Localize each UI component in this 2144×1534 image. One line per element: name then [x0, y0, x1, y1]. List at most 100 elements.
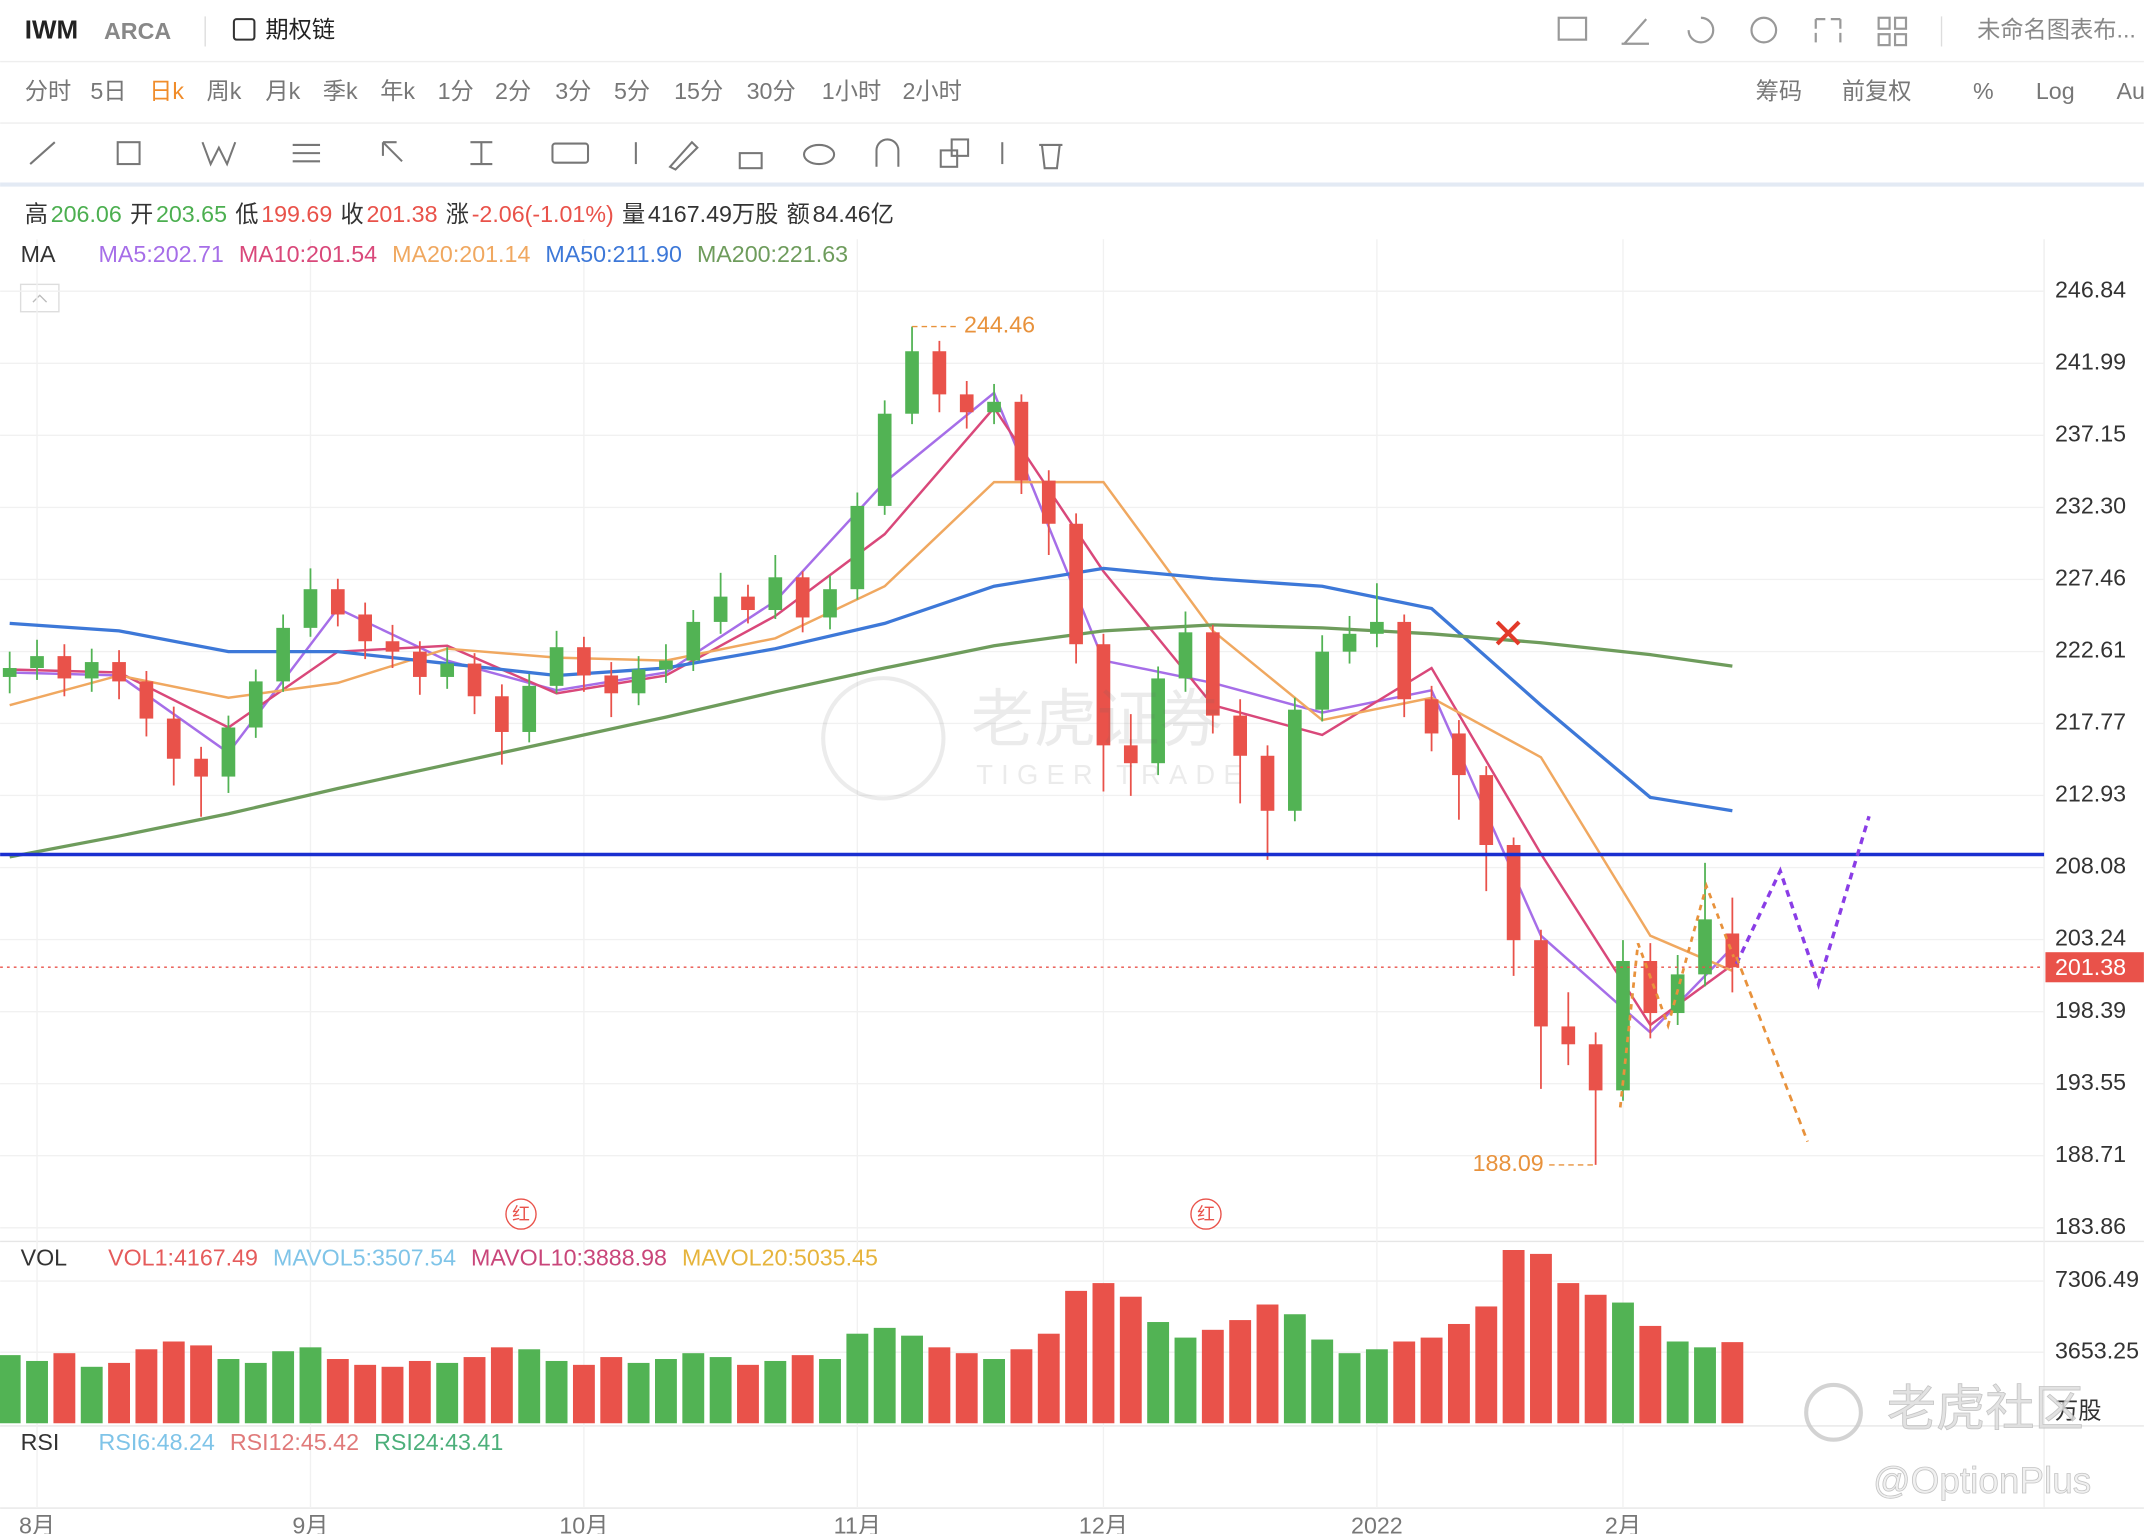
candle-body [30, 656, 44, 669]
chart-option[interactable]: % [1973, 78, 1994, 104]
candle-body [1588, 1044, 1603, 1091]
tool[interactable] [939, 149, 959, 168]
chart-option[interactable]: 筹码 [1756, 78, 1802, 104]
tool[interactable] [668, 140, 699, 171]
candle-body [2, 668, 17, 677]
timeframe[interactable]: 季k [323, 78, 358, 104]
indicator-label[interactable]: RSI [21, 1429, 60, 1455]
candle-body [385, 641, 400, 652]
indicator-label[interactable]: MA [21, 241, 56, 267]
y-tick-label: 188.71 [2055, 1141, 2126, 1167]
legend-entry: MAVOL20:5035.45 [682, 1244, 878, 1270]
tool[interactable] [875, 138, 900, 167]
volume-bar [272, 1351, 295, 1424]
timeframe[interactable]: 周k [207, 78, 242, 104]
timeframe[interactable]: 3分 [555, 78, 591, 104]
indicator-label[interactable]: VOL [21, 1244, 68, 1270]
y-tick-label: 3653.25 [2055, 1337, 2139, 1363]
x-tick-label: 12月 [1079, 1512, 1128, 1534]
option-chain[interactable]: 期权链 [265, 17, 335, 43]
timeframe[interactable]: 2小时 [902, 78, 961, 104]
timeframes: 分时 5日 日k 周k 月k 季k 年k 1分 2分 3分 5分 15分 30分 1小时 2小时 [25, 78, 962, 104]
tool[interactable] [201, 141, 237, 167]
timeframe[interactable]: 2分 [495, 78, 531, 104]
candle-body [932, 351, 947, 395]
candle-body [303, 589, 318, 628]
volume-bar [846, 1333, 869, 1424]
tool[interactable] [803, 143, 836, 166]
timeframe[interactable]: 1小时 [822, 78, 881, 104]
icon[interactable] [1877, 33, 1891, 47]
volume-bar [354, 1364, 377, 1424]
volume-bar [1065, 1290, 1088, 1424]
icon[interactable] [1877, 16, 1891, 30]
volume-bar [655, 1359, 677, 1424]
collapse-button[interactable] [19, 283, 60, 313]
y-tick-label: 7306.49 [2055, 1266, 2139, 1292]
tool[interactable] [292, 143, 321, 163]
event-marker-label[interactable]: 红 [1197, 1204, 1215, 1224]
icon[interactable] [1750, 16, 1778, 44]
candle-body [57, 656, 72, 679]
volume-bar [1256, 1304, 1279, 1424]
quote-label: 额 [787, 201, 810, 227]
icon[interactable] [1893, 16, 1908, 30]
timeframe[interactable]: 15分 [674, 78, 723, 104]
candle-body [1315, 651, 1330, 710]
candle-body [276, 627, 290, 682]
volume-bar [709, 1357, 732, 1424]
layout-name[interactable]: 未命名图表布... [1977, 17, 2136, 43]
option-icon[interactable] [232, 18, 256, 41]
ma-line [9, 405, 1734, 1027]
tool[interactable] [950, 138, 970, 157]
volume-bar [162, 1341, 185, 1424]
timeframe[interactable]: 日k [149, 78, 184, 104]
icon[interactable] [1893, 33, 1908, 47]
legend-entry: MA5:202.71 [99, 241, 224, 267]
volume-bar [1283, 1314, 1306, 1424]
volume-bar [1365, 1349, 1388, 1424]
volume-bar [1338, 1353, 1361, 1424]
tool[interactable] [29, 141, 56, 165]
ma-line [9, 480, 1733, 972]
y-tick-label: 222.61 [2055, 637, 2126, 663]
volume-bar [572, 1364, 595, 1424]
tool[interactable] [116, 141, 141, 166]
tool[interactable] [1039, 143, 1063, 170]
volume-bar [1530, 1253, 1552, 1424]
timeframe[interactable]: 月k [265, 78, 300, 104]
icon[interactable] [1814, 18, 1842, 43]
timeframe[interactable]: 30分 [747, 78, 796, 104]
tool[interactable] [551, 142, 590, 164]
timeframe[interactable]: 年k [380, 78, 415, 104]
icon[interactable] [1687, 16, 1715, 44]
tool[interactable] [738, 152, 763, 170]
volume-bar [764, 1360, 787, 1424]
event-marker-label[interactable]: 红 [512, 1204, 530, 1224]
tool[interactable] [470, 141, 493, 166]
candle-body [1288, 709, 1302, 811]
tool[interactable] [381, 141, 403, 163]
timeframe[interactable]: 5日 [90, 78, 126, 104]
chart-option[interactable]: 前复权 [1842, 78, 1912, 104]
timeframe[interactable]: 1分 [438, 78, 474, 104]
quote-label: 量 [622, 201, 645, 227]
candle-body [1534, 940, 1548, 1027]
candle-body [577, 647, 591, 676]
x-tick-label: 10月 [559, 1512, 608, 1534]
volume-bar [381, 1366, 404, 1424]
event-marker[interactable] [505, 1198, 537, 1230]
event-marker[interactable] [1190, 1198, 1222, 1230]
chart-option[interactable]: Au [2117, 78, 2144, 104]
candle-body [549, 647, 564, 686]
quote-value: 84.46亿 [813, 201, 894, 227]
candle-body [221, 727, 236, 777]
volume-bar [1666, 1341, 1689, 1424]
chart-option[interactable]: Log [2036, 78, 2075, 104]
icon[interactable] [1557, 16, 1588, 41]
quote-label: 低 [235, 201, 258, 227]
last-price-tag [2045, 952, 2144, 983]
icon[interactable] [1621, 18, 1649, 45]
timeframe[interactable]: 分时 [25, 78, 71, 104]
timeframe[interactable]: 5分 [614, 78, 650, 104]
